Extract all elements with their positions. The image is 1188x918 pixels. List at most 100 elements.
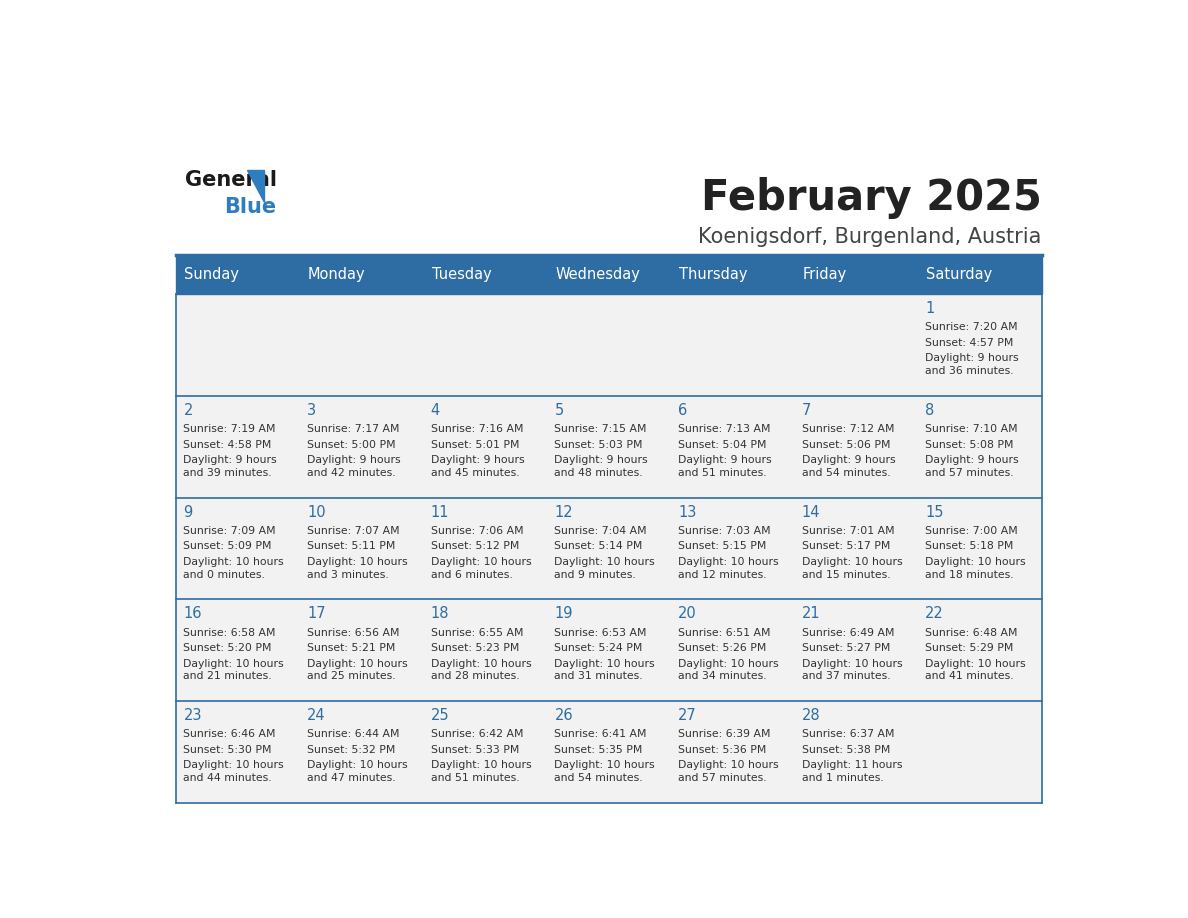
Text: Sunrise: 7:19 AM: Sunrise: 7:19 AM <box>183 424 276 434</box>
Text: 19: 19 <box>555 607 573 621</box>
Text: Tuesday: Tuesday <box>431 267 492 282</box>
FancyBboxPatch shape <box>423 255 546 294</box>
FancyBboxPatch shape <box>299 294 423 396</box>
Text: Sunset: 5:24 PM: Sunset: 5:24 PM <box>555 644 643 653</box>
FancyBboxPatch shape <box>918 255 1042 294</box>
FancyBboxPatch shape <box>546 498 671 599</box>
Text: Daylight: 9 hours
and 54 minutes.: Daylight: 9 hours and 54 minutes. <box>802 455 896 478</box>
Text: Daylight: 10 hours
and 37 minutes.: Daylight: 10 hours and 37 minutes. <box>802 659 903 681</box>
FancyBboxPatch shape <box>546 599 671 701</box>
Text: 9: 9 <box>183 505 192 520</box>
FancyBboxPatch shape <box>671 255 795 294</box>
Text: Daylight: 10 hours
and 34 minutes.: Daylight: 10 hours and 34 minutes. <box>678 659 778 681</box>
Text: Daylight: 10 hours
and 25 minutes.: Daylight: 10 hours and 25 minutes. <box>308 659 407 681</box>
Text: Daylight: 9 hours
and 57 minutes.: Daylight: 9 hours and 57 minutes. <box>925 455 1019 478</box>
Text: Sunset: 5:00 PM: Sunset: 5:00 PM <box>308 440 396 450</box>
Text: 27: 27 <box>678 708 697 723</box>
FancyBboxPatch shape <box>176 498 299 599</box>
Text: Wednesday: Wednesday <box>555 267 640 282</box>
Text: Sunset: 5:12 PM: Sunset: 5:12 PM <box>431 542 519 552</box>
Text: Sunrise: 6:42 AM: Sunrise: 6:42 AM <box>431 730 523 739</box>
Text: 4: 4 <box>431 403 440 418</box>
Text: Daylight: 10 hours
and 31 minutes.: Daylight: 10 hours and 31 minutes. <box>555 659 655 681</box>
Text: 24: 24 <box>308 708 326 723</box>
Text: Sunset: 5:09 PM: Sunset: 5:09 PM <box>183 542 272 552</box>
Text: 17: 17 <box>308 607 326 621</box>
Text: Daylight: 10 hours
and 15 minutes.: Daylight: 10 hours and 15 minutes. <box>802 557 903 579</box>
Text: Sunset: 5:27 PM: Sunset: 5:27 PM <box>802 644 890 653</box>
FancyBboxPatch shape <box>423 599 546 701</box>
Text: 11: 11 <box>431 505 449 520</box>
Text: Daylight: 10 hours
and 18 minutes.: Daylight: 10 hours and 18 minutes. <box>925 557 1026 579</box>
Text: Thursday: Thursday <box>680 267 747 282</box>
Text: 7: 7 <box>802 403 811 418</box>
Text: Sunrise: 7:10 AM: Sunrise: 7:10 AM <box>925 424 1018 434</box>
Text: 14: 14 <box>802 505 820 520</box>
Text: Sunset: 5:21 PM: Sunset: 5:21 PM <box>308 644 396 653</box>
Text: 18: 18 <box>431 607 449 621</box>
Text: 1: 1 <box>925 301 935 316</box>
Text: Sunday: Sunday <box>184 267 240 282</box>
FancyBboxPatch shape <box>918 498 1042 599</box>
Text: Sunset: 5:08 PM: Sunset: 5:08 PM <box>925 440 1013 450</box>
Text: 20: 20 <box>678 607 697 621</box>
Text: Sunset: 5:29 PM: Sunset: 5:29 PM <box>925 644 1013 653</box>
FancyBboxPatch shape <box>795 294 918 396</box>
Text: 8: 8 <box>925 403 935 418</box>
Text: Daylight: 10 hours
and 44 minutes.: Daylight: 10 hours and 44 minutes. <box>183 760 284 783</box>
Text: Sunset: 5:30 PM: Sunset: 5:30 PM <box>183 744 272 755</box>
Text: Sunrise: 7:00 AM: Sunrise: 7:00 AM <box>925 526 1018 536</box>
FancyBboxPatch shape <box>299 498 423 599</box>
Text: 3: 3 <box>308 403 316 418</box>
Polygon shape <box>247 170 264 202</box>
Text: Daylight: 9 hours
and 45 minutes.: Daylight: 9 hours and 45 minutes. <box>431 455 524 478</box>
Text: Daylight: 11 hours
and 1 minutes.: Daylight: 11 hours and 1 minutes. <box>802 760 902 783</box>
FancyBboxPatch shape <box>299 599 423 701</box>
FancyBboxPatch shape <box>795 498 918 599</box>
Text: Sunset: 5:26 PM: Sunset: 5:26 PM <box>678 644 766 653</box>
Text: 16: 16 <box>183 607 202 621</box>
FancyBboxPatch shape <box>423 396 546 498</box>
Text: Sunrise: 7:17 AM: Sunrise: 7:17 AM <box>308 424 399 434</box>
Text: Sunset: 5:18 PM: Sunset: 5:18 PM <box>925 542 1013 552</box>
Text: Sunrise: 6:53 AM: Sunrise: 6:53 AM <box>555 628 647 638</box>
Text: Sunrise: 7:15 AM: Sunrise: 7:15 AM <box>555 424 647 434</box>
Text: Daylight: 10 hours
and 28 minutes.: Daylight: 10 hours and 28 minutes. <box>431 659 531 681</box>
FancyBboxPatch shape <box>795 599 918 701</box>
Text: Daylight: 10 hours
and 0 minutes.: Daylight: 10 hours and 0 minutes. <box>183 557 284 579</box>
Text: February 2025: February 2025 <box>701 177 1042 219</box>
Text: 26: 26 <box>555 708 573 723</box>
Text: Sunrise: 6:39 AM: Sunrise: 6:39 AM <box>678 730 771 739</box>
Text: Sunset: 5:23 PM: Sunset: 5:23 PM <box>431 644 519 653</box>
Text: Sunset: 5:06 PM: Sunset: 5:06 PM <box>802 440 890 450</box>
Text: Sunset: 5:04 PM: Sunset: 5:04 PM <box>678 440 766 450</box>
Text: Daylight: 9 hours
and 48 minutes.: Daylight: 9 hours and 48 minutes. <box>555 455 647 478</box>
FancyBboxPatch shape <box>918 294 1042 396</box>
FancyBboxPatch shape <box>299 255 423 294</box>
FancyBboxPatch shape <box>795 255 918 294</box>
Text: Blue: Blue <box>225 197 276 217</box>
Text: 5: 5 <box>555 403 563 418</box>
Text: Sunrise: 7:12 AM: Sunrise: 7:12 AM <box>802 424 895 434</box>
FancyBboxPatch shape <box>795 701 918 803</box>
FancyBboxPatch shape <box>546 701 671 803</box>
Text: Sunrise: 7:07 AM: Sunrise: 7:07 AM <box>308 526 399 536</box>
Text: 2: 2 <box>183 403 192 418</box>
FancyBboxPatch shape <box>918 396 1042 498</box>
Text: Daylight: 10 hours
and 9 minutes.: Daylight: 10 hours and 9 minutes. <box>555 557 655 579</box>
Text: Sunrise: 7:03 AM: Sunrise: 7:03 AM <box>678 526 771 536</box>
Text: Sunset: 5:11 PM: Sunset: 5:11 PM <box>308 542 396 552</box>
FancyBboxPatch shape <box>176 255 299 294</box>
Text: Sunrise: 6:44 AM: Sunrise: 6:44 AM <box>308 730 399 739</box>
Text: Daylight: 9 hours
and 39 minutes.: Daylight: 9 hours and 39 minutes. <box>183 455 277 478</box>
FancyBboxPatch shape <box>671 294 795 396</box>
Text: Koenigsdorf, Burgenland, Austria: Koenigsdorf, Burgenland, Austria <box>699 227 1042 247</box>
Text: Daylight: 9 hours
and 42 minutes.: Daylight: 9 hours and 42 minutes. <box>308 455 400 478</box>
Text: Sunrise: 7:04 AM: Sunrise: 7:04 AM <box>555 526 647 536</box>
Text: Daylight: 10 hours
and 51 minutes.: Daylight: 10 hours and 51 minutes. <box>431 760 531 783</box>
Text: Sunset: 5:32 PM: Sunset: 5:32 PM <box>308 744 396 755</box>
Text: Sunrise: 7:09 AM: Sunrise: 7:09 AM <box>183 526 276 536</box>
Text: Daylight: 10 hours
and 41 minutes.: Daylight: 10 hours and 41 minutes. <box>925 659 1026 681</box>
Text: Saturday: Saturday <box>927 267 992 282</box>
Text: 21: 21 <box>802 607 820 621</box>
